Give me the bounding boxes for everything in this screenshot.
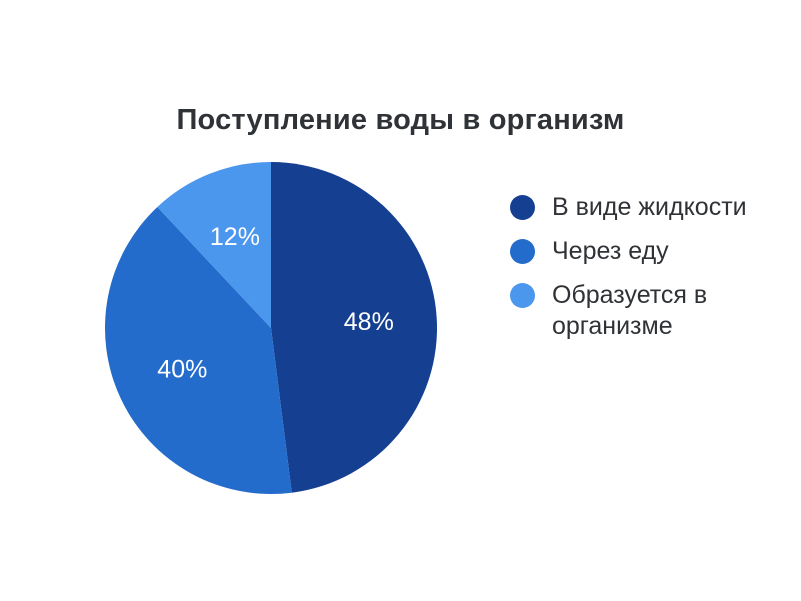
pie-label-liquid: 48% — [344, 308, 394, 336]
legend-item-organism: Образуется в организме — [510, 280, 790, 342]
chart-title: Поступление воды в организм — [176, 104, 625, 136]
legend-swatch-food — [510, 239, 535, 264]
legend-swatch-liquid — [510, 195, 535, 220]
legend-label-food: Через еду — [552, 237, 669, 265]
pie-label-food: 40% — [157, 356, 207, 384]
legend-item-food: Через еду — [510, 236, 790, 267]
pie-slice-organism — [157, 162, 271, 328]
pie-slice-liquid — [271, 162, 438, 493]
legend-swatch-organism — [510, 283, 535, 308]
legend-label-organism: Образуется в организме — [552, 281, 708, 340]
pie-slices — [104, 162, 438, 494]
legend-item-liquid: В виде жидкости — [510, 192, 790, 223]
pie-slice-food — [104, 206, 292, 494]
legend-label-liquid: В виде жидкости — [552, 193, 747, 221]
legend: В виде жидкости Через еду Образуется в о… — [510, 192, 790, 355]
pie-label-organism: 12% — [210, 223, 260, 251]
pie-labels: 48% 40% 12% — [157, 223, 394, 384]
